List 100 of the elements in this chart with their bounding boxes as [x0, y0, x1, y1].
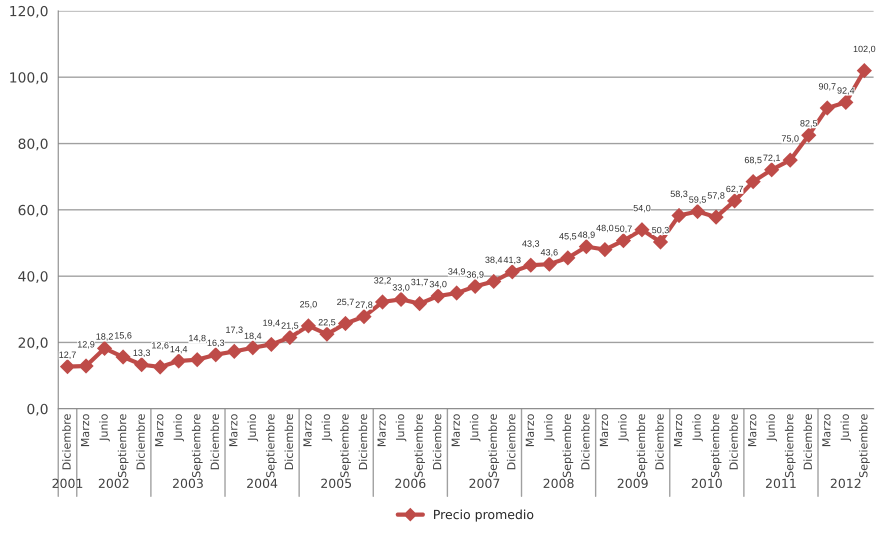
data-label: 48,0 [596, 224, 614, 232]
x-tick-label: Diciembre [136, 414, 145, 470]
text: 2010 [692, 478, 722, 488]
x-tick-label: Diciembre [210, 414, 219, 470]
x-tick-label: Septiembre [266, 414, 277, 478]
x-tick-label: Junio [692, 414, 703, 442]
data-label: 14,8 [189, 334, 206, 342]
point [468, 279, 483, 294]
point [764, 162, 780, 178]
data-label: 31,7 [411, 278, 428, 286]
x-tick-label: Diciembre [803, 414, 812, 470]
text: 2001 [52, 478, 82, 488]
x-tick-label: Septiembre [710, 414, 722, 478]
point [301, 318, 316, 334]
data-label: 33,0 [392, 284, 410, 292]
x-tick-label: Marzo [600, 414, 608, 446]
data-label: 90,7 [818, 83, 836, 91]
point [690, 204, 705, 219]
data-label: 75,0 [782, 135, 799, 143]
point [412, 296, 427, 312]
point [504, 264, 520, 280]
data-label: 92,4 [837, 87, 854, 95]
point [653, 234, 668, 250]
point [152, 360, 168, 374]
text: 2007 [469, 478, 500, 488]
x-tick-label: Junio [544, 414, 555, 442]
data-label: 43,6 [540, 249, 558, 257]
data-label: 68,5 [744, 156, 762, 164]
x-tick-label: Septiembre [562, 414, 574, 478]
text: 2003 [172, 478, 203, 488]
data-label: 15,6 [115, 332, 132, 340]
data-label: 22,5 [318, 319, 336, 326]
point [60, 359, 75, 374]
point [616, 233, 631, 248]
data-label: 41,3 [504, 256, 521, 264]
y-tick-label: 100,0 [10, 72, 48, 84]
point [801, 128, 816, 143]
data-label: 58,3 [670, 190, 688, 198]
point [208, 347, 224, 362]
data-label: 102,0 [854, 46, 876, 54]
y-tick-label: 120,0 [10, 6, 48, 18]
point [598, 242, 612, 258]
x-tick-label: Junio [99, 414, 110, 442]
x-tick-label: Junio [470, 414, 480, 442]
data-label: 16,3 [208, 340, 224, 348]
x-tick-label: Marzo [155, 414, 164, 446]
data-label: 13,3 [134, 350, 150, 357]
data-label: 45,5 [559, 233, 576, 241]
y-tick-label: 0,0 [27, 404, 48, 416]
x-tick-label: Diciembre [62, 414, 71, 470]
point [375, 294, 390, 310]
x-tick-label: Diciembre [729, 414, 738, 470]
data-label: 50,7 [615, 226, 632, 233]
x-tick-label: Marzo [452, 414, 460, 446]
point [264, 337, 279, 352]
x-tick-label: Septiembre [118, 414, 128, 478]
point [190, 352, 205, 368]
text: 2009 [618, 478, 648, 488]
data-label: 36,9 [466, 271, 484, 279]
point [449, 286, 464, 300]
data-label: 21,5 [282, 322, 298, 330]
text: 2012 [830, 478, 860, 488]
x-tick-label: Junio [396, 414, 406, 442]
x-tick-label: Marzo [526, 414, 534, 446]
data-label: 34,0 [430, 280, 447, 288]
point [486, 274, 502, 289]
data-label: 38,4 [485, 256, 502, 264]
data-label: 12,9 [78, 341, 94, 349]
x-tick-label: Septiembre [192, 414, 203, 478]
point [97, 341, 112, 356]
x-tick-label: Marzo [748, 414, 756, 446]
point [430, 288, 446, 304]
x-tick-label: Junio [766, 414, 777, 442]
x-tick-label: Junio [173, 414, 184, 442]
x-tick-label: Diciembre [580, 414, 590, 470]
text: 2008 [544, 478, 574, 488]
data-label: 14,4 [170, 346, 188, 354]
data-label: 18,4 [244, 332, 262, 340]
point [634, 222, 650, 238]
x-tick-label: Diciembre [358, 414, 368, 470]
point [171, 354, 186, 368]
data-label: 25,0 [300, 301, 317, 308]
point [338, 316, 353, 331]
x-tick-label: Diciembre [432, 414, 442, 470]
y-tick-label: 40,0 [18, 271, 48, 284]
text: 2006 [395, 478, 426, 488]
data-label: 59,5 [689, 196, 706, 204]
text: 2011 [766, 478, 796, 488]
point [838, 95, 854, 110]
data-label: 82,5 [800, 120, 818, 128]
point [820, 100, 835, 116]
y-tick-label: 20,0 [18, 337, 48, 350]
x-tick-label: Septiembre [858, 414, 870, 478]
point [560, 250, 576, 266]
point [245, 340, 260, 356]
point [856, 63, 872, 78]
point [394, 292, 408, 307]
data-label: 19,4 [263, 320, 280, 328]
data-label: 50,3 [652, 226, 669, 234]
point [708, 210, 724, 225]
